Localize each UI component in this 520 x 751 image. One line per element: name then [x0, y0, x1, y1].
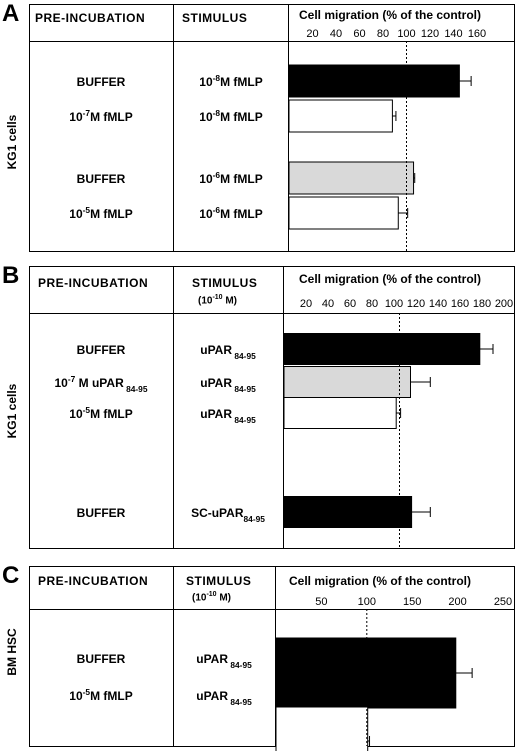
x-tick-label: 250 — [494, 596, 512, 608]
bar — [283, 333, 481, 365]
row-label-preincubation: BUFFER — [77, 506, 126, 520]
row-label-preincubation: BUFFER — [77, 343, 126, 357]
panel-b-header-divider — [29, 313, 515, 314]
row-label-stimulus: 10-8M fMLP — [199, 73, 262, 89]
row-label-preincubation: BUFFER — [77, 75, 126, 89]
x-tick-label: 60 — [344, 298, 356, 310]
x-tick-label: 80 — [377, 28, 389, 40]
row-label-stimulus: uPAR 84-95 — [196, 689, 252, 707]
x-tick-label: 200 — [448, 596, 466, 608]
x-tick-label: 20 — [300, 298, 312, 310]
panel-a-plot: 20 40 60 80 100 120 140 160 BUFFER 10-8M fMLP 10-7… — [69, 28, 486, 251]
x-tick-label: 40 — [322, 298, 334, 310]
x-tick-label: 200 — [495, 298, 513, 310]
row-label-preincubation: 10-7M fMLP — [69, 108, 132, 124]
bar — [275, 706, 369, 751]
panel-b-plot: 20 40 60 80 100 120 140 160 180 200 BUFFER uPAR 84-… — [54, 298, 513, 548]
panel-b-col-divider-2 — [283, 266, 284, 549]
row-label-preincubation: 10-5M fMLP — [69, 205, 132, 221]
panel-b-col-divider-1 — [173, 266, 174, 549]
panel-letter-b: B — [2, 262, 20, 289]
row-label-stimulus: uPAR 84-95 — [196, 652, 252, 670]
panel-a-col-divider-1 — [173, 4, 174, 252]
bar — [275, 637, 457, 709]
x-tick-label: 20 — [306, 28, 318, 40]
x-tick-label: 50 — [315, 596, 327, 608]
row-label-preincubation: BUFFER — [77, 652, 126, 666]
panel-c-header-stimulus-unit: (10-10 M) — [192, 591, 232, 604]
x-tick-label: 120 — [407, 298, 425, 310]
panel-b-header-stimulus: STIMULUS — [192, 276, 258, 290]
row-label-preincubation: BUFFER — [77, 172, 126, 186]
bar — [288, 64, 460, 98]
panel-letter-c: C — [2, 562, 20, 589]
row-label-stimulus: 10-8M fMLP — [199, 108, 262, 124]
panel-a-header-divider — [29, 41, 515, 42]
panel-b-header-stimulus-unit: (10-10 M) — [198, 294, 238, 307]
row-label-preincubation: 10-7 M uPAR 84-95 — [54, 374, 147, 394]
x-tick-label: 160 — [468, 28, 486, 40]
panel-c-header-divider — [29, 609, 515, 610]
panel-c-plot: 50 100 150 200 250 BUFFER uPAR 84-95 10-5M fMLP… — [69, 596, 512, 751]
bar — [288, 161, 415, 195]
row-label-preincubation: 10-5M fMLP — [69, 405, 132, 421]
x-tick-label: 80 — [366, 298, 378, 310]
x-tick-label: 160 — [451, 298, 469, 310]
x-tick-label: 100 — [358, 596, 376, 608]
x-tick-label: 120 — [421, 28, 439, 40]
row-label-stimulus: SC-uPAR84-95 — [191, 506, 265, 524]
panel-a-header-preincubation: PRE-INCUBATION — [35, 11, 146, 25]
x-tick-label: 150 — [403, 596, 421, 608]
x-tick-label: 140 — [444, 28, 462, 40]
panel-c-col-divider-1 — [173, 566, 174, 747]
bar — [283, 397, 397, 429]
x-tick-label: 60 — [353, 28, 365, 40]
panel-a-header-migration: Cell migration (% of the control) — [299, 8, 481, 22]
row-label-stimulus: uPAR 84-95 — [200, 343, 256, 361]
row-label-preincubation: 10-5M fMLP — [69, 687, 132, 703]
row-label-stimulus: 10-6M fMLP — [199, 170, 262, 186]
bar — [283, 496, 413, 528]
panel-letter-a: A — [2, 0, 20, 27]
panel-b-frame — [29, 266, 515, 549]
panel-c-header-stimulus: STIMULUS — [186, 574, 252, 588]
panel-a-header-stimulus: STIMULUS — [182, 11, 248, 25]
x-tick-label: 100 — [385, 298, 403, 310]
bar — [283, 366, 411, 398]
row-label-stimulus: 10-6M fMLP — [199, 205, 262, 221]
x-tick-label: 180 — [473, 298, 491, 310]
x-tick-label: 40 — [330, 28, 342, 40]
panel-b-header-migration: Cell migration (% of the control) — [299, 272, 481, 286]
panel-c-header-migration: Cell migration (% of the control) — [289, 574, 471, 588]
panel-c-frame — [29, 566, 515, 747]
bar — [288, 196, 399, 230]
row-label-stimulus: uPAR 84-95 — [200, 407, 256, 425]
x-tick-label: 140 — [429, 298, 447, 310]
panel-b-header-preincubation: PRE-INCUBATION — [38, 276, 149, 290]
panel-a-col-divider-2 — [288, 4, 289, 252]
bar — [288, 99, 393, 133]
row-label-stimulus: uPAR 84-95 — [200, 376, 256, 394]
x-tick-label: 100 — [397, 28, 415, 40]
panel-c-header-preincubation: PRE-INCUBATION — [38, 574, 149, 588]
panel-a-frame — [29, 4, 515, 252]
